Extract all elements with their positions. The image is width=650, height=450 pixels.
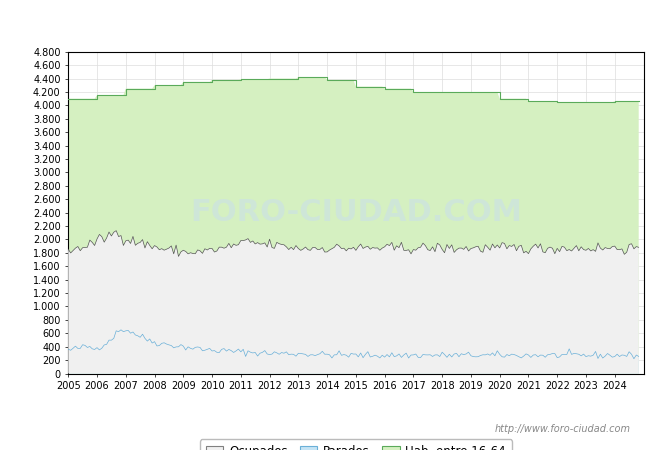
Legend: Ocupados, Parados, Hab. entre 16-64: Ocupados, Parados, Hab. entre 16-64 bbox=[200, 439, 512, 450]
Text: Vélez-Rubio - Evolucion de la poblacion en edad de Trabajar Noviembre de 2024: Vélez-Rubio - Evolucion de la poblacion … bbox=[25, 17, 625, 30]
Text: http://www.foro-ciudad.com: http://www.foro-ciudad.com bbox=[495, 424, 630, 434]
Text: FORO-CIUDAD.COM: FORO-CIUDAD.COM bbox=[190, 198, 522, 227]
